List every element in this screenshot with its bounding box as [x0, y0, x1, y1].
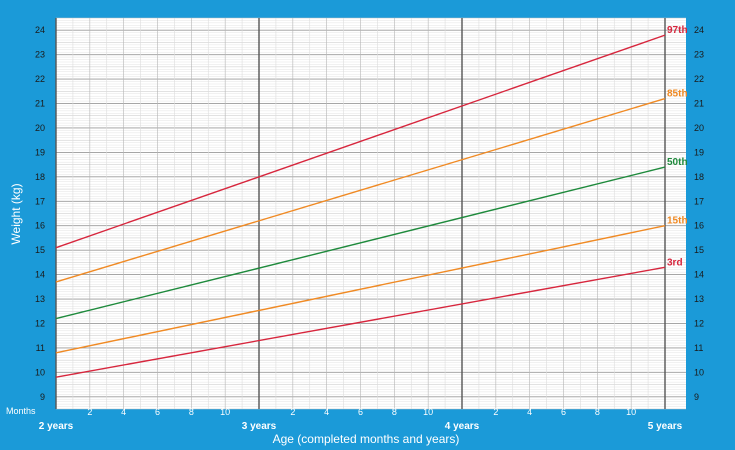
y-tick-label-right: 21: [694, 99, 704, 109]
percentile-line-3rd: [55, 266, 666, 378]
grid-lines: [55, 17, 686, 410]
x-month-tick-label: 10: [220, 407, 230, 417]
y-tick-label-left: 16: [35, 221, 45, 231]
y-tick-label-left: 17: [35, 196, 45, 206]
x-month-tick-label: 8: [595, 407, 600, 417]
x-month-tick-label: 8: [189, 407, 194, 417]
x-month-tick-label: 4: [527, 407, 532, 417]
percentile-labels: 97th 85th 50th 15th 3rd: [667, 25, 688, 268]
months-label: Months: [6, 406, 36, 416]
y-tick-label-right: 9: [694, 392, 699, 402]
y-tick-label-left: 11: [36, 343, 45, 353]
x-month-tick-label: 2: [290, 407, 295, 417]
x-month-tick-label: 4: [324, 407, 329, 417]
x-month-tick-label: 2: [87, 407, 92, 417]
y-tick-label-right: 23: [694, 50, 704, 60]
percentile-label-3rd: 3rd: [667, 257, 683, 268]
y-tick-label-left: 10: [35, 367, 45, 377]
y-tick-label-left: 20: [35, 123, 45, 133]
percentile-label-85th: 85th: [667, 89, 688, 100]
percentile-line-85th: [55, 97, 666, 283]
x-month-tick-label: 10: [423, 407, 433, 417]
y-tick-label-left: 13: [35, 294, 45, 304]
x-year-label: 4 years: [445, 421, 480, 432]
y-tick-label-left: 24: [35, 25, 45, 35]
y-tick-label-right: 16: [694, 221, 704, 231]
y-tick-label-right: 12: [694, 318, 704, 328]
y-tick-label-right: 11: [694, 343, 703, 353]
x-month-tick-label: 6: [561, 407, 566, 417]
y-tick-label-right: 14: [694, 270, 704, 280]
percentile-line-97th: [55, 34, 666, 249]
y-tick-label-left: 23: [35, 50, 45, 60]
y-tick-label-left: 21: [35, 99, 45, 109]
y-tick-label-left: 15: [35, 245, 45, 255]
x-axis-title: Age (completed months and years): [273, 432, 460, 446]
x-year-label: 2 years: [39, 421, 74, 432]
percentile-line-50th: [55, 166, 666, 320]
y-tick-label-right: 17: [694, 196, 704, 206]
x-year-label: 3 years: [242, 421, 277, 432]
y-tick-label-right: 13: [694, 294, 704, 304]
y-tick-label-right: 20: [694, 123, 704, 133]
x-month-tick-label: 6: [358, 407, 363, 417]
y-tick-label-right: 10: [694, 367, 704, 377]
x-month-tick-label: 2: [493, 407, 498, 417]
y-tick-label-left: 12: [35, 318, 45, 328]
y-tick-label-left: 22: [35, 74, 45, 84]
y-tick-label-left: 9: [40, 392, 45, 402]
y-tick-label-right: 15: [694, 245, 704, 255]
percentile-label-97th: 97th: [667, 25, 688, 36]
percentile-lines: [55, 34, 666, 378]
y-tick-label-left: 19: [35, 147, 45, 157]
y-tick-label-right: 18: [694, 172, 704, 182]
y-axis-title: Weight (kg): [9, 183, 23, 244]
x-tick-labels: 2 4 6 8 10 2 4 6 8 10 2 4 6 8 10 2 years 3 years 4 years 5…: [39, 407, 683, 432]
x-month-tick-label: 6: [155, 407, 160, 417]
percentile-label-50th: 50th: [667, 157, 688, 168]
x-month-tick-label: 8: [392, 407, 397, 417]
x-month-tick-label: 4: [121, 407, 126, 417]
y-tick-label-left: 14: [35, 270, 45, 280]
percentile-label-15th: 15th: [667, 216, 688, 227]
x-month-tick-label: 10: [626, 407, 636, 417]
y-tick-label-right: 22: [694, 74, 704, 84]
percentile-line-15th: [55, 225, 666, 354]
x-year-label: 5 years: [648, 421, 683, 432]
y-tick-label-right: 24: [694, 25, 704, 35]
y-tick-labels: 9 9 10 10 11 11 12 12 13 13 14 14 15 15 16 16 17 17 18 18 19…: [35, 25, 704, 402]
y-tick-label-right: 19: [694, 147, 704, 157]
y-tick-label-left: 18: [35, 172, 45, 182]
